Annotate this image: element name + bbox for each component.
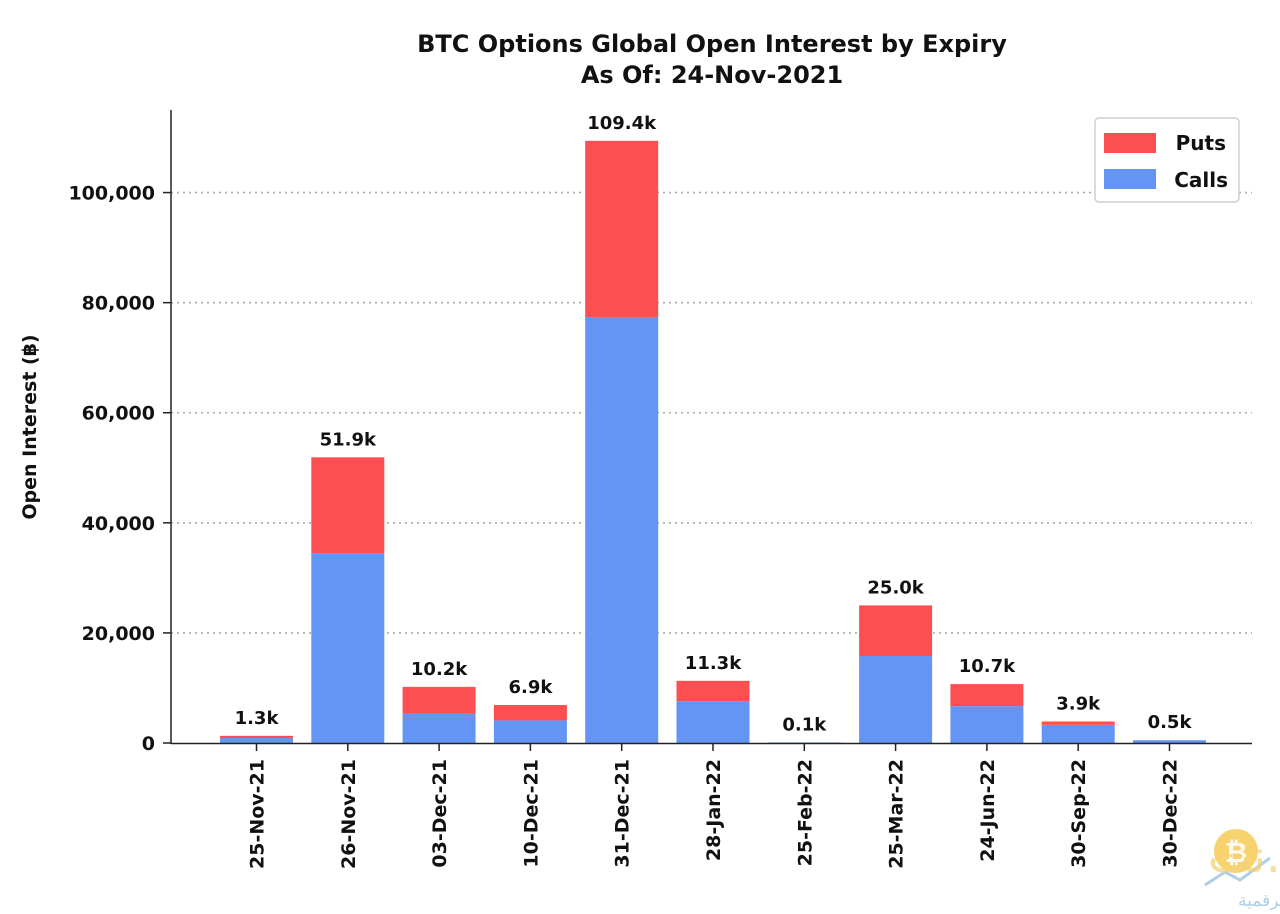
bar-puts xyxy=(1041,721,1115,725)
x-tick-label: 25-Mar-22 xyxy=(886,759,908,869)
watermark-tagline: أخبار العملات الرقمية xyxy=(1238,889,1280,911)
bar-total-label: 10.7k xyxy=(959,656,1016,677)
legend-swatch-puts xyxy=(1104,133,1156,153)
y-tick-label: 100,000 xyxy=(68,183,155,205)
bar-puts xyxy=(585,140,659,317)
x-tick-label: 28-Jan-22 xyxy=(703,759,725,861)
bar-total-label: 6.9k xyxy=(508,677,553,698)
watermark-brand: العربية.نت xyxy=(1208,829,1280,884)
bar-total-label: 0.5k xyxy=(1148,712,1193,733)
legend-label-puts: Puts xyxy=(1176,131,1226,155)
bar-total-label: 3.9k xyxy=(1056,694,1101,715)
legend: Puts Calls xyxy=(1094,117,1240,203)
bar-calls xyxy=(220,738,293,743)
x-tick-label: 10-Dec-21 xyxy=(520,759,542,868)
y-tick-label: 0 xyxy=(142,733,155,755)
bar-calls xyxy=(402,713,476,743)
bar-calls xyxy=(859,656,933,743)
bar-total-label: 11.3k xyxy=(685,653,742,674)
bar-calls xyxy=(1041,724,1115,743)
bar-calls xyxy=(1133,740,1206,743)
y-tick-label: 20,000 xyxy=(82,623,155,645)
bars xyxy=(220,140,1206,743)
legend-swatch-calls xyxy=(1104,169,1156,189)
bar-calls xyxy=(493,720,567,743)
legend-label-calls: Calls xyxy=(1174,168,1228,192)
bar-puts xyxy=(676,680,750,702)
x-tick-label: 30-Dec-22 xyxy=(1160,759,1182,868)
y-axis-label: Open Interest (฿) xyxy=(19,334,41,519)
bar-total-label: 25.0k xyxy=(867,577,924,598)
y-tick-label: 60,000 xyxy=(82,403,155,425)
bar-puts xyxy=(402,686,476,714)
bar-puts xyxy=(950,684,1024,707)
bar-puts xyxy=(493,705,567,721)
watermark: ₿ العربية.نت أخبار العملات الرقمية xyxy=(1204,829,1280,911)
bar-calls xyxy=(950,706,1024,743)
y-axis-ticks: 0 20,000 40,000 60,000 80,000 100,000 xyxy=(68,183,171,755)
bitcoin-logo-icon xyxy=(1214,829,1258,873)
x-tick-label: 24-Jun-22 xyxy=(977,759,999,862)
bar-puts xyxy=(311,457,385,554)
x-tick-label: 26-Nov-21 xyxy=(338,759,360,869)
bar-total-label: 10.2k xyxy=(411,659,468,680)
x-tick-label: 25-Feb-22 xyxy=(794,759,816,866)
x-tick-label: 03-Dec-21 xyxy=(429,759,451,868)
chart-subtitle: As Of: 24-Nov-2021 xyxy=(581,61,843,89)
x-tick-label: 30-Sep-22 xyxy=(1068,759,1090,868)
bar-calls xyxy=(767,742,841,743)
x-tick-label: 31-Dec-21 xyxy=(612,759,634,868)
bar-puts xyxy=(859,605,933,657)
bar-total-label: 109.4k xyxy=(587,113,657,134)
bar-puts xyxy=(220,735,293,739)
chart-title: BTC Options Global Open Interest by Expi… xyxy=(417,30,1007,58)
bar-total-label: 51.9k xyxy=(320,429,377,450)
data-labels: 1.3k 51.9k 10.2k 6.9k 109.4k 11.3k 0.1k 25.0k 10… xyxy=(235,113,1193,736)
y-tick-label: 40,000 xyxy=(82,513,155,535)
y-tick-label: 80,000 xyxy=(82,293,155,315)
bar-total-label: 0.1k xyxy=(782,714,827,735)
x-axis-ticks: 25-Nov-21 26-Nov-21 03-Dec-21 10-Dec-21 31-D… xyxy=(247,743,1182,869)
x-tick-label: 25-Nov-21 xyxy=(247,759,269,869)
bar-calls xyxy=(676,701,750,743)
bar-calls xyxy=(585,316,659,743)
bitcoin-symbol-icon: ₿ xyxy=(1225,836,1248,869)
bar-total-label: 1.3k xyxy=(235,708,280,729)
trend-arrow-icon xyxy=(1204,856,1271,887)
bar-calls xyxy=(311,553,385,743)
